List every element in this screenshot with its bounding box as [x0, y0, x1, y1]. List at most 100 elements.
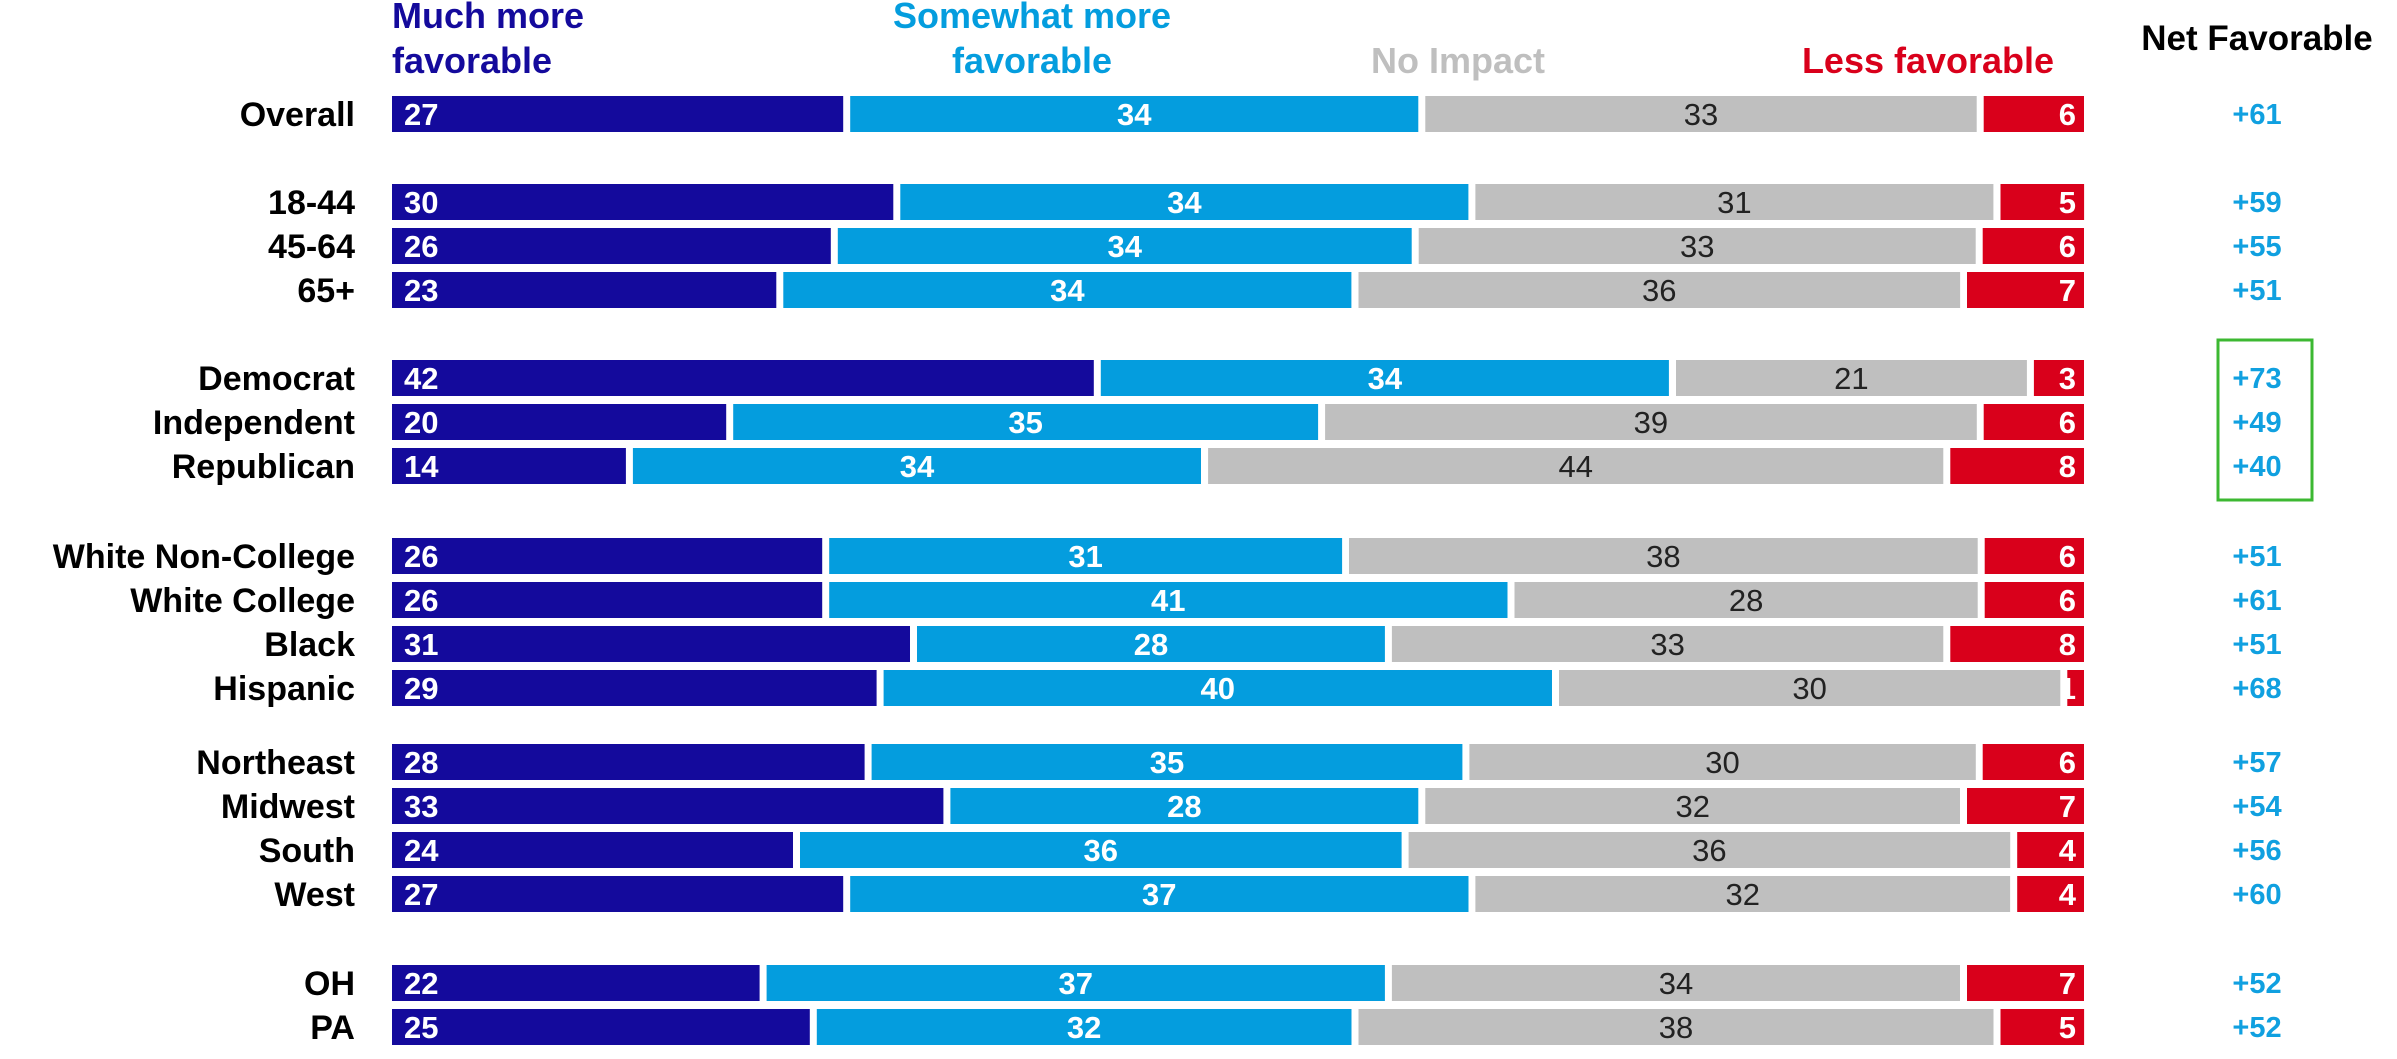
net-favorable-value: +56: [2232, 835, 2281, 867]
value-label: 30: [1792, 671, 1826, 706]
value-label: 6: [2059, 229, 2076, 264]
bar-segment-much-more-favorable: [392, 1009, 810, 1045]
value-label: 34: [1108, 229, 1143, 264]
row-label: PA: [310, 1009, 355, 1047]
net-favorable-value: +55: [2232, 231, 2281, 263]
value-label: 28: [1167, 789, 1201, 824]
net-favorable-value: +40: [2232, 451, 2281, 483]
value-label: 27: [404, 877, 438, 912]
value-label: 6: [2059, 745, 2076, 780]
value-label: 32: [1067, 1010, 1101, 1045]
bar-segment-somewhat-more-favorable: [829, 538, 1343, 574]
bar-segment-no-impact: [1349, 538, 1978, 574]
row-label: Overall: [240, 96, 355, 134]
bar-segment-less-favorable: [2017, 876, 2084, 912]
bar-segment-less-favorable: [1982, 228, 2084, 264]
bar-segment-somewhat-more-favorable: [917, 626, 1385, 662]
value-label: 28: [1134, 627, 1168, 662]
row-label: Democrat: [198, 360, 355, 398]
value-label: 34: [1050, 273, 1085, 308]
value-label: 6: [2059, 539, 2076, 574]
value-label: 35: [1008, 405, 1042, 440]
value-label: 26: [404, 583, 438, 618]
value-label: 32: [1726, 877, 1760, 912]
party-highlight-box: [2216, 338, 2314, 502]
row-west: West 27 37 32 4: [274, 876, 2084, 914]
row-label: OH: [304, 965, 355, 1003]
value-label: 34: [1368, 361, 1403, 396]
bar-segment-somewhat-more-favorable: [950, 788, 1419, 824]
bar-segment-somewhat-more-favorable: [733, 404, 1319, 440]
row-overall: Overall 27 34 33 6: [240, 96, 2084, 134]
value-label: 33: [1684, 97, 1718, 132]
value-label: 33: [1680, 229, 1714, 264]
value-label: 7: [2059, 966, 2076, 1001]
value-label: 39: [1634, 405, 1668, 440]
bar-segment-no-impact: [1469, 744, 1976, 780]
row-label: Northeast: [196, 744, 355, 782]
value-label: 31: [1068, 539, 1102, 574]
value-label: 6: [2059, 583, 2076, 618]
value-label: 38: [1646, 539, 1680, 574]
row-democrat: Democrat 42 34 21 3: [198, 360, 2084, 398]
bar-segment-less-favorable: [2000, 184, 2085, 220]
bar-segment-much-more-favorable: [392, 272, 777, 308]
row-label: Hispanic: [213, 670, 355, 708]
value-label: 14: [404, 449, 439, 484]
legend-much-more-favorable: Much more favorable: [392, 0, 584, 81]
value-label: 34: [1167, 185, 1202, 220]
value-label: 1: [2059, 671, 2076, 706]
net-favorable-column: +61 +59 +55 +51 +73 +49 +40 +51 +61 +51 +68 +57 +54 +…: [2232, 99, 2281, 1044]
bar-segment-much-more-favorable: [392, 965, 760, 1001]
value-label: 41: [1151, 583, 1185, 618]
bar-segment-somewhat-more-favorable: [900, 184, 1469, 220]
net-favorable-value: +61: [2232, 99, 2281, 131]
bar-segment-somewhat-more-favorable: [816, 1009, 1352, 1045]
bar-segment-less-favorable: [1967, 965, 2084, 1001]
row-label: 45-64: [268, 228, 355, 266]
row-republican: Republican 14 34 44 8: [172, 448, 2084, 486]
legend-less-favorable: Less favorable: [1802, 40, 2054, 81]
value-label: 31: [1717, 185, 1751, 220]
value-label: 7: [2059, 273, 2076, 308]
net-favorable-value: +51: [2232, 275, 2281, 307]
value-label: 6: [2059, 97, 2076, 132]
value-label: 34: [900, 449, 935, 484]
row-label: White Non-College: [53, 538, 355, 576]
bar-segment-less-favorable: [1950, 448, 2084, 484]
bar-segment-no-impact: [1425, 96, 1977, 132]
net-favorable-value: +49: [2232, 407, 2281, 439]
value-label: 23: [404, 273, 438, 308]
value-label: 6: [2059, 405, 2076, 440]
value-label: 8: [2059, 627, 2076, 662]
bar-segment-less-favorable: [1984, 538, 2084, 574]
net-favorable-value: +51: [2232, 541, 2281, 573]
bar-segment-much-more-favorable: [392, 360, 1094, 396]
value-label: 36: [1084, 833, 1118, 868]
value-label: 26: [404, 539, 438, 574]
bar-segment-less-favorable: [2067, 670, 2084, 706]
row-label: 65+: [297, 272, 355, 310]
value-label: 38: [1659, 1010, 1693, 1045]
bar-segment-somewhat-more-favorable: [871, 744, 1463, 780]
value-label: 30: [1705, 745, 1739, 780]
row-65: 65+ 23 34 36 7: [297, 272, 2084, 310]
row-45-64: 45-64 26 34 33 6: [268, 228, 2084, 266]
value-label: 34: [1659, 966, 1693, 1001]
row-label: Black: [264, 626, 355, 664]
row-south: South 24 36 36 4: [259, 832, 2084, 870]
net-favorable-value: +57: [2232, 747, 2281, 779]
value-label: 20: [404, 405, 438, 440]
value-label: 3: [2059, 361, 2076, 396]
row-label: South: [259, 832, 355, 870]
value-label: 40: [1201, 671, 1235, 706]
legend-no-impact: No Impact: [1371, 40, 1545, 81]
bar-segment-less-favorable: [1950, 626, 2084, 662]
row-black: Black 31 28 33 8: [264, 626, 2084, 664]
bar-segment-no-impact: [1514, 582, 1978, 618]
bar-segment-no-impact: [1208, 448, 1944, 484]
value-label: 34: [1117, 97, 1152, 132]
row-white-non-college: White Non-College 26 31 38 6: [53, 538, 2084, 576]
bar-segment-somewhat-more-favorable: [850, 96, 1419, 132]
row-white-college: White College 26 41 28 6: [130, 582, 2084, 620]
